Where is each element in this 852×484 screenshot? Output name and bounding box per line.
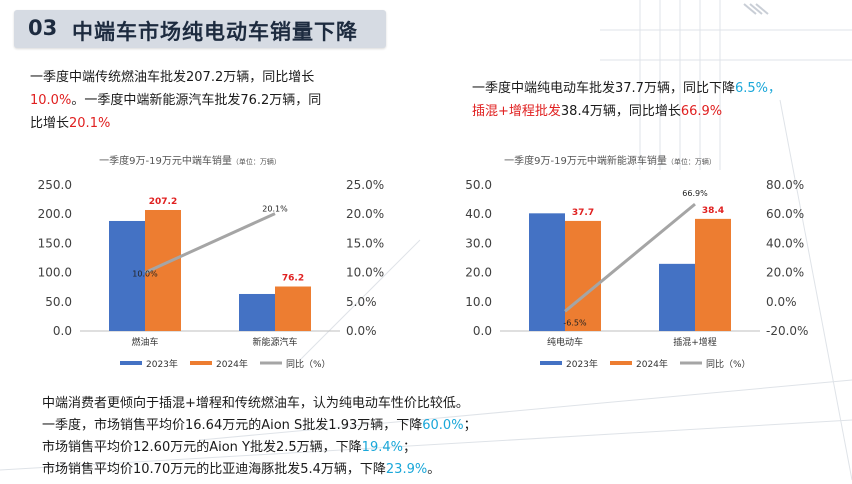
y2-tick-label: 5.0% [346, 295, 377, 309]
y2-tick-label: 0.0% [766, 295, 797, 309]
bar-data-label: 76.2 [282, 273, 304, 283]
bottom-line2: 一季度，市场销售平均价16.64万元的Aion S批发1.93万辆，下降 [42, 418, 423, 433]
bar-2024年 [565, 220, 601, 331]
bar-2024年 [275, 286, 311, 331]
yoy-data-label: 20.1% [262, 205, 288, 214]
bar-2024年 [695, 218, 731, 331]
bottom-line1: 中端消费者更倾向于插混+增程和传统燃油车，认为纯电动车性价比较低。 [42, 396, 469, 411]
title-bar: 03 中端车市场纯电动车销量下降 [14, 10, 386, 48]
page-title: 中端车市场纯电动车销量下降 [72, 20, 358, 44]
yoy-data-label: 66.9% [682, 189, 708, 198]
y-tick-label: 250.0 [38, 178, 72, 192]
x-tick-label: 纯电动车 [547, 336, 583, 348]
y-tick-label: 20.0 [465, 266, 492, 280]
bar-2023年 [659, 263, 695, 331]
legend-entry: 2024年 [216, 358, 248, 370]
yoy-data-label: -6.5% [563, 318, 587, 327]
left-line2: 。一季度中端新能源汽车批发76.2万辆，同 [71, 93, 322, 108]
x-tick-label: 插混+增程 [673, 336, 717, 348]
yoy-line [564, 202, 696, 313]
chart-unit: （单位：万辆） [232, 157, 281, 166]
left-fuel-growth: 10.0% [30, 93, 72, 108]
y-tick-label: 200.0 [38, 207, 72, 221]
y2-tick-label: 20.0% [766, 266, 804, 280]
y2-tick-label: 15.0% [346, 236, 384, 250]
chart-mid-range-nev-sales: 一季度9万-19万元中端新能源车销量（单位：万辆） 0.0 10.0 20.0 30.0… [465, 154, 808, 370]
y2-tick-label: 80.0% [766, 178, 804, 192]
bottom-line3: 市场销售平均价12.60万元的Aion Y批发2.5万辆，下降 [42, 440, 362, 455]
legend-swatch [540, 361, 562, 365]
section-number: 03 [28, 16, 58, 40]
left-summary: 一季度中端传统燃油车批发207.2万辆，同比增长 10.0%。一季度中端新能源汽… [30, 66, 370, 135]
chart-title: 一季度9万-19万元中端新能源车销量（单位：万辆） [504, 154, 716, 167]
right-phev-growth: 66.9% [680, 104, 723, 119]
left-nev-growth: 20.1% [69, 116, 111, 131]
yoy-line [144, 212, 276, 274]
y-tick-label: 50.0 [465, 178, 492, 192]
y-tick-label: 150.0 [38, 236, 72, 250]
byd-dolphin-decline: 23.9% [385, 462, 428, 477]
aion-s-decline: 60.0% [422, 418, 464, 433]
bar-2023年 [109, 220, 145, 331]
legend-entry: 2024年 [636, 358, 668, 370]
right-line2: 38.4万辆，同比增长 [560, 104, 681, 119]
legend-swatch [120, 361, 142, 365]
y-tick-label: 30.0 [465, 236, 492, 250]
y2-tick-label: 10.0% [346, 266, 384, 280]
left-line3: 比增长 [30, 116, 70, 131]
legend-entry: 2023年 [566, 358, 598, 370]
bottom-line3-end: ； [402, 440, 416, 455]
chart-mid-range-sales: 一季度9万-19万元中端车销量（单位：万辆） 0.0 50.0 100.0 150.0 2… [38, 154, 384, 370]
bar-2023年 [239, 293, 275, 331]
legend-entry: 2023年 [146, 358, 178, 370]
bar-2023年 [529, 213, 565, 331]
legend-swatch [610, 361, 632, 365]
bottom-line2-end: ； [463, 418, 477, 433]
right-bev-decline: 6.5%， [734, 81, 781, 96]
y-tick-label: 100.0 [38, 266, 72, 280]
legend-entry: 同比（%） [706, 358, 751, 370]
chart-title: 一季度9万-19万元中端车销量（单位：万辆） [99, 154, 281, 167]
bottom-summary: 中端消费者更倾向于插混+增程和传统燃油车，认为纯电动车性价比较低。 一季度，市场… [42, 393, 822, 481]
right-line1: 一季度中端纯电动车批发37.7万辆，同比下降 [472, 81, 735, 96]
y-tick-label: 0.0 [53, 324, 72, 338]
right-phev-label: 插混+增程批发 [472, 104, 561, 119]
y2-tick-label: -20.0% [766, 324, 808, 338]
y2-tick-label: 0.0% [346, 324, 377, 338]
right-summary: 一季度中端纯电动车批发37.7万辆，同比下降6.5%， 插混+增程批发38.4万… [472, 77, 852, 123]
y2-tick-label: 25.0% [346, 178, 384, 192]
y2-tick-label: 40.0% [766, 236, 804, 250]
y-tick-label: 50.0 [45, 295, 72, 309]
y-tick-label: 10.0 [465, 295, 492, 309]
y-tick-label: 0.0 [473, 324, 492, 338]
chart-unit: （单位：万辆） [667, 157, 716, 166]
yoy-data-label: 10.0% [132, 270, 158, 279]
y2-tick-label: 20.0% [346, 207, 384, 221]
y2-tick-label: 60.0% [766, 207, 804, 221]
legend-entry: 同比（%） [286, 358, 331, 370]
legend-swatch [190, 361, 212, 365]
left-line1: 一季度中端传统燃油车批发207.2万辆，同比增长 [30, 70, 315, 85]
x-tick-label: 新能源汽车 [252, 336, 297, 348]
x-tick-label: 燃油车 [131, 336, 158, 348]
bottom-line4-end: 。 [427, 462, 441, 477]
bottom-line4: 市场销售平均价10.70万元的比亚迪海豚批发5.4万辆，下降 [42, 462, 386, 477]
bar-data-label: 38.4 [702, 206, 724, 216]
aion-y-decline: 19.4% [361, 440, 403, 455]
bar-data-label: 37.7 [572, 208, 594, 218]
bar-data-label: 207.2 [149, 197, 177, 207]
y-tick-label: 40.0 [465, 207, 492, 221]
